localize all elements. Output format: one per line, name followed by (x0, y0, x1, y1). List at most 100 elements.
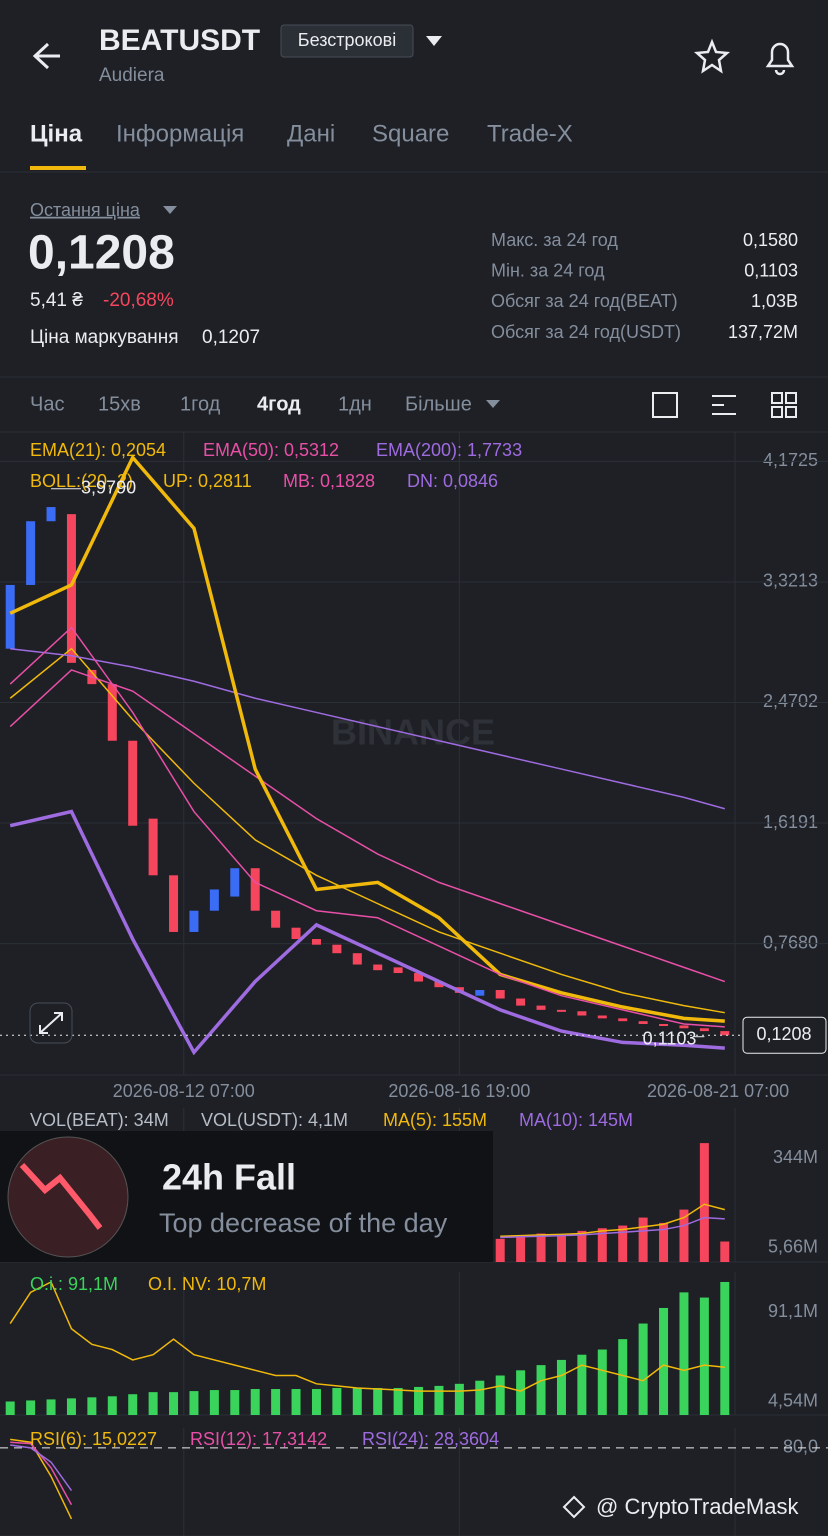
stat-value: 0,1103 (744, 260, 798, 280)
tab[interactable]: Інформація (116, 120, 244, 147)
watermark: BINANCE (331, 712, 495, 753)
mark-price: 0,1207 (202, 327, 260, 348)
candle (373, 964, 383, 971)
legend-entry: MB: 0,1828 (283, 471, 375, 491)
tab[interactable]: Ціна (30, 120, 83, 147)
footer-logo (562, 1495, 586, 1519)
oi-bar (128, 1394, 138, 1415)
volume-bar (495, 1238, 505, 1262)
legend-entry: EMA(200): 1,7733 (376, 440, 522, 460)
oi-bar (352, 1387, 362, 1415)
volume-bar (679, 1209, 689, 1262)
legend-entry: O.I. NV: 10,7M (148, 1274, 266, 1294)
interval[interactable]: Час (30, 393, 64, 415)
tool-icon[interactable] (652, 392, 678, 418)
badge[interactable] (280, 24, 414, 58)
expand-icon (39, 1012, 63, 1034)
candle (26, 521, 36, 585)
y-tick-label: 2,4702 (763, 691, 818, 711)
indicator-line (9, 809, 725, 1056)
oi-bar (189, 1391, 199, 1415)
candle (699, 1028, 709, 1032)
indicator-line (9, 626, 725, 1028)
interval[interactable]: 15хв (98, 393, 141, 415)
candle (66, 514, 76, 663)
toolbar (652, 392, 797, 418)
interval[interactable]: 4год (257, 393, 301, 415)
x-tick-label: 2026-08-12 07:00 (113, 1081, 255, 1101)
indicator-line (9, 669, 726, 983)
volume-bar (577, 1230, 587, 1262)
favorite[interactable] (693, 38, 731, 74)
candle (148, 818, 158, 876)
candle (128, 740, 138, 826)
legend-entry: RSI(24): 28,3604 (362, 1429, 499, 1449)
dropdown[interactable] (163, 206, 177, 214)
alerts[interactable] (765, 42, 795, 76)
interval[interactable]: Більше (405, 393, 472, 415)
candle (5, 584, 15, 649)
oi-bar (169, 1392, 179, 1415)
footer: @ CryptoTradeMask (596, 1494, 799, 1519)
y-tick-label: 1,6191 (763, 812, 818, 832)
tab[interactable]: Square (372, 120, 449, 147)
oi-bar (26, 1400, 36, 1415)
oi-bar (556, 1359, 566, 1415)
change-uah: 5,41 ₴ (30, 290, 83, 311)
candle (46, 507, 56, 522)
candle (659, 1024, 669, 1027)
popup: 24h Fall Top decrease of the day (0, 1131, 493, 1262)
y-tick-label: 4,1725 (763, 450, 818, 470)
candle (107, 684, 117, 741)
interval[interactable]: 1год (180, 393, 221, 415)
oi-bar (495, 1375, 505, 1415)
indicator-line (9, 647, 725, 1014)
candle (597, 1015, 607, 1019)
back-button[interactable] (32, 42, 60, 70)
dropdown[interactable] (486, 400, 500, 408)
candle (250, 868, 260, 911)
tab[interactable]: Trade-X (487, 120, 573, 147)
current-price-box (742, 1016, 827, 1054)
annotation: 3,9790 (81, 478, 136, 498)
tool-icon[interactable] (785, 392, 797, 404)
oi-bar (332, 1387, 342, 1415)
stat-label: Обсяг за 24 год(USDT) (491, 322, 681, 342)
candle (475, 990, 485, 996)
stat-label: Обсяг за 24 год(BEAT) (491, 291, 678, 311)
interval[interactable]: 1дн (338, 393, 372, 415)
tool-icon[interactable] (712, 395, 736, 415)
legend-entry: RSI(12): 17,3142 (190, 1429, 327, 1449)
last-price: 0,1208 (28, 227, 175, 280)
tool-icon[interactable] (785, 406, 797, 418)
stat-label: Макс. за 24 год (491, 230, 618, 250)
tool-icon[interactable] (771, 392, 783, 404)
change-pct: -20,68% (103, 290, 174, 311)
dropdown[interactable] (426, 36, 442, 46)
candle (577, 1011, 587, 1016)
oi-bar (5, 1401, 15, 1415)
y-tick-label: 4,54M (768, 1391, 818, 1411)
popup-icon (7, 1136, 129, 1258)
y-tick-label: 3,3213 (763, 571, 818, 591)
candle (271, 910, 281, 928)
legend-entry: RSI(6): 15,0227 (30, 1429, 157, 1449)
candle (495, 990, 505, 999)
volume-bar (659, 1222, 669, 1262)
candle (169, 875, 179, 932)
stat-value: 0,1580 (743, 230, 798, 250)
expand-button[interactable] (29, 1002, 73, 1044)
tab[interactable]: Дані (287, 120, 335, 147)
candle (393, 967, 403, 974)
candle (516, 998, 526, 1006)
indicator-line (500, 1203, 725, 1237)
oi-bar (373, 1387, 383, 1415)
tool-icon[interactable] (771, 406, 783, 418)
legend-entry: VOL(BEAT): 34M (30, 1110, 169, 1130)
mark-label: Ціна маркування (30, 327, 179, 348)
oi-bar (250, 1389, 260, 1415)
oi-bar (414, 1386, 424, 1415)
legend-entry: VOL(USDT): 4,1M (201, 1110, 348, 1130)
